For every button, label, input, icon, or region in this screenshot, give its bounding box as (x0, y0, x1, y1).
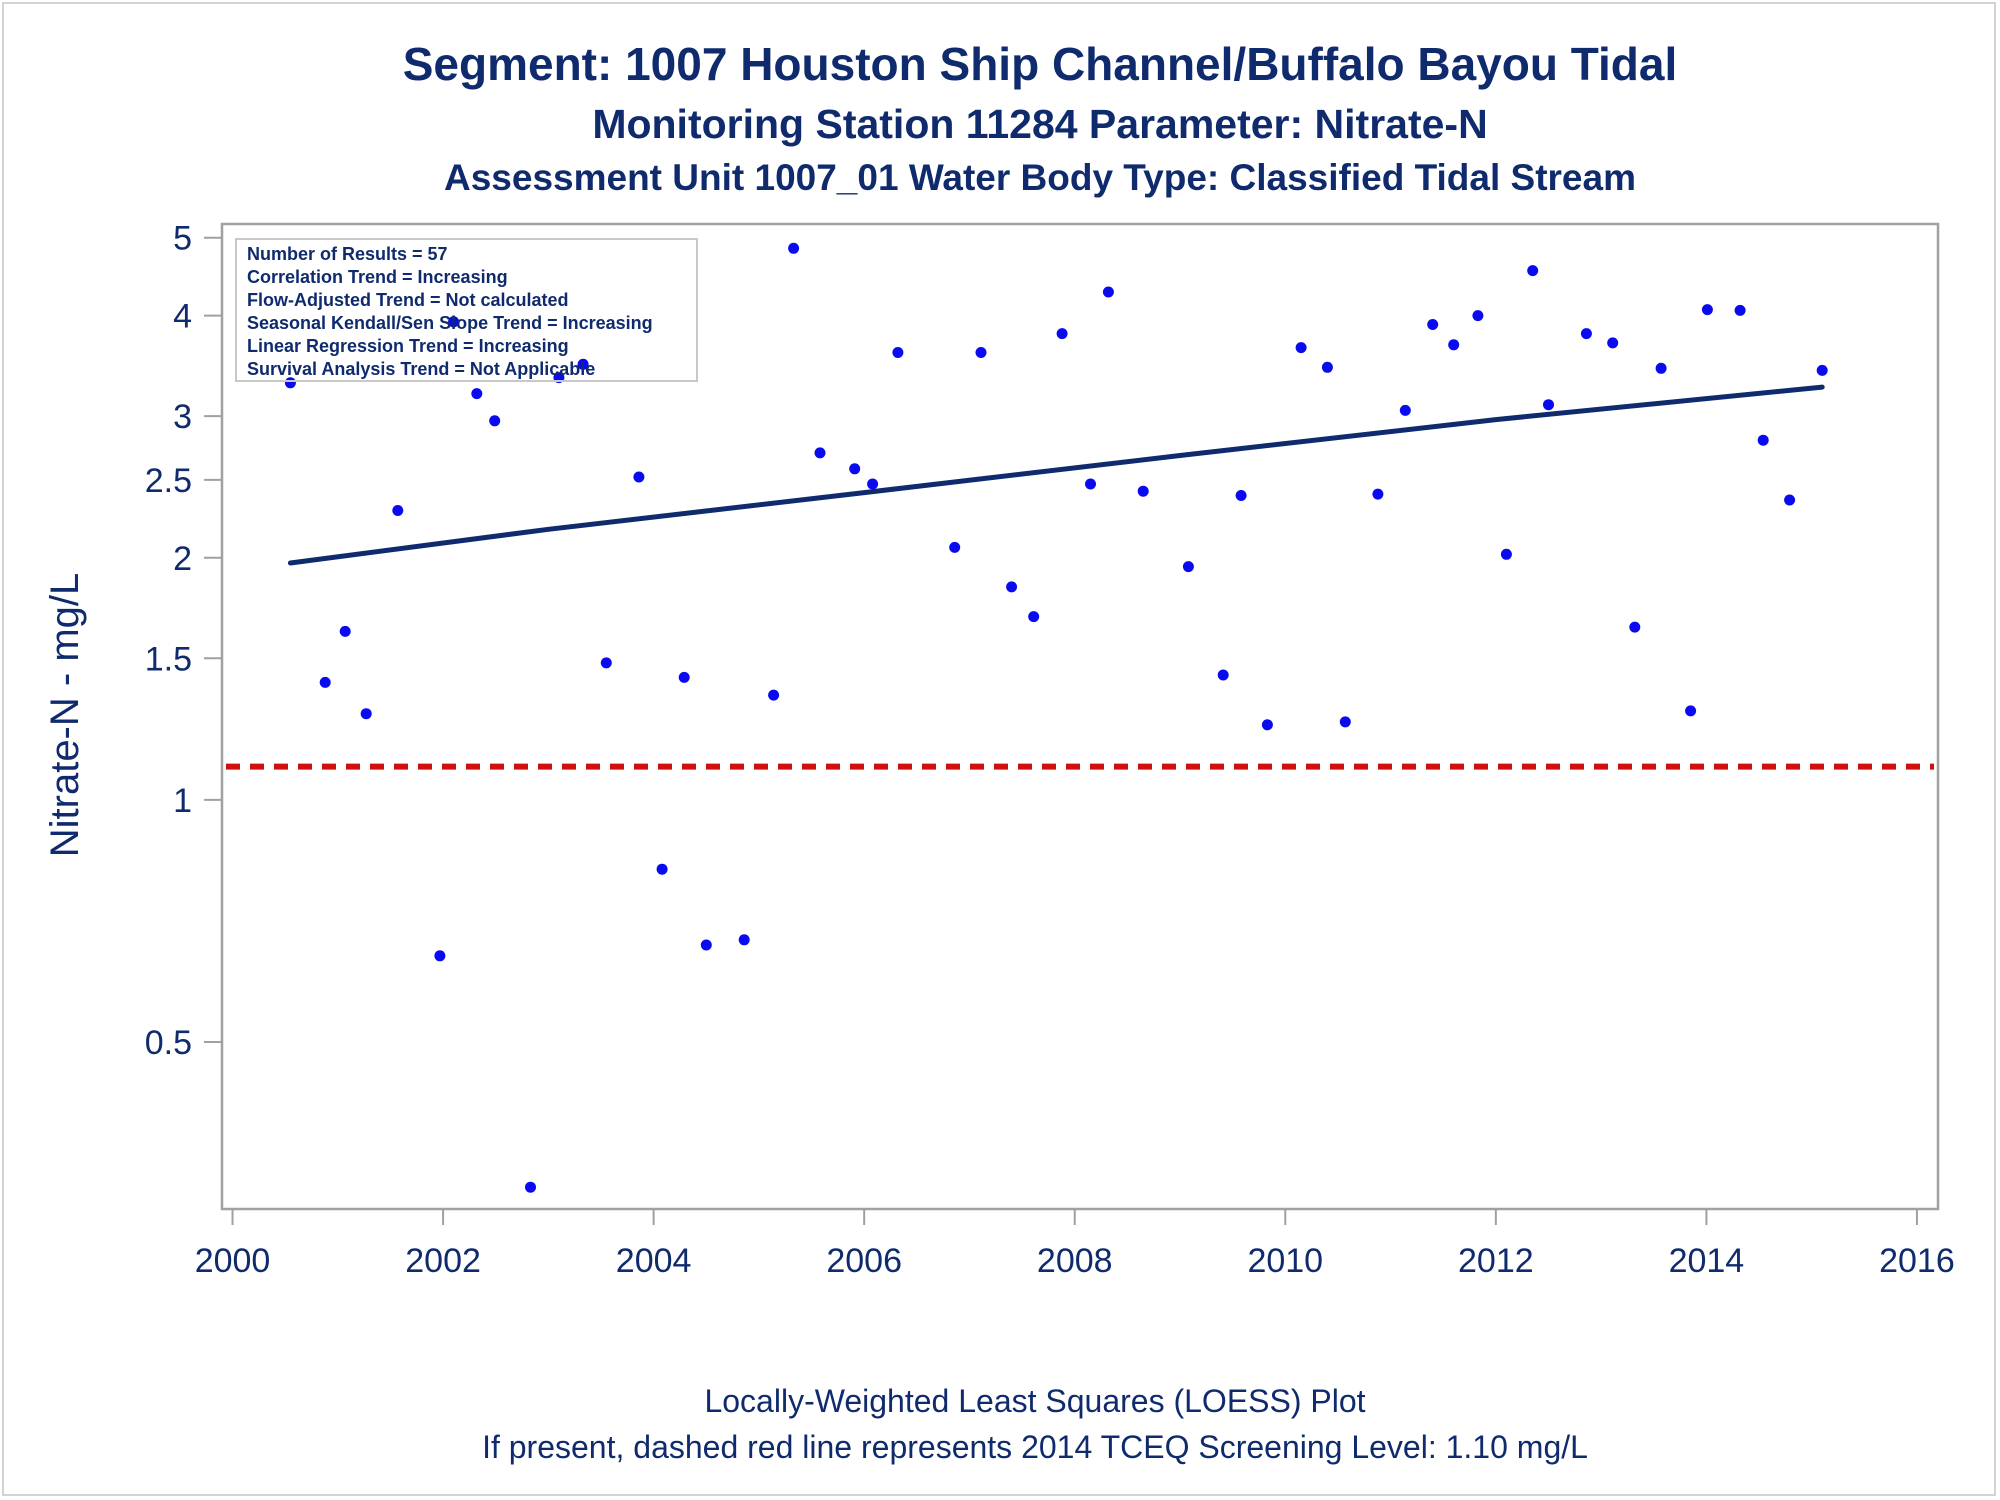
data-point (1655, 362, 1667, 374)
data-point (892, 347, 904, 358)
data-point (1472, 310, 1484, 322)
data-point (489, 415, 501, 427)
data-point (1182, 561, 1194, 573)
data-point (1006, 581, 1018, 593)
data-point (1427, 319, 1439, 330)
data-point (339, 625, 351, 637)
data-point (1816, 364, 1828, 376)
data-point (600, 657, 612, 669)
y-tick-label: 2 (173, 540, 192, 578)
data-point (1580, 328, 1592, 340)
data-point (633, 471, 645, 483)
x-tick-label: 2002 (405, 1242, 481, 1280)
data-point (1028, 611, 1040, 623)
inset-line-correlation: Correlation Trend = Increasing (247, 267, 508, 287)
y-tick-label: 1 (173, 782, 192, 820)
data-point (867, 478, 879, 490)
data-point (1261, 719, 1273, 731)
data-point (700, 939, 712, 951)
x-tick-label: 2008 (1037, 1242, 1113, 1280)
data-point (949, 541, 961, 553)
data-point (1685, 705, 1697, 717)
inset-line-linear-regression: Linear Regression Trend = Increasing (247, 336, 569, 356)
data-point (1102, 286, 1114, 298)
data-point (360, 708, 372, 720)
data-point (1527, 265, 1539, 277)
data-point (1137, 485, 1149, 497)
data-point (1056, 328, 1068, 340)
data-point (448, 316, 460, 328)
data-point (1085, 478, 1096, 490)
data-point (1500, 548, 1512, 560)
x-tick-label: 2012 (1458, 1242, 1534, 1280)
data-point (678, 671, 690, 683)
inset-line-seasonal-kendall: Seasonal Kendall/Sen Slope Trend = Incre… (247, 313, 653, 333)
plot-area: 0.5 1 1.5 2 2.5 3 4 5 2000 2002 2004 2006 2008 2010 20… (145, 220, 1955, 1280)
x-tick-label: 2000 (195, 1242, 271, 1280)
data-point (849, 463, 861, 475)
data-point (1448, 339, 1460, 351)
chart-subtitle-station: Monitoring Station 11284 Parameter: Nitr… (592, 101, 1487, 147)
data-point (788, 242, 800, 254)
data-point (319, 676, 331, 688)
inset-line-flow-adjusted: Flow-Adjusted Trend = Not calculated (247, 290, 569, 310)
y-tick-label: 4 (173, 298, 192, 336)
y-tick-label: 5 (173, 220, 192, 258)
data-point (1629, 621, 1641, 633)
data-point (1701, 304, 1713, 316)
data-point (1372, 488, 1384, 500)
x-tick-label: 2006 (826, 1242, 902, 1280)
x-tick-label: 2016 (1879, 1242, 1955, 1280)
data-point (738, 934, 750, 946)
data-point (814, 447, 826, 459)
inset-line-survival: Survival Analysis Trend = Not Applicable (247, 359, 595, 379)
y-axis-title: Nitrate-N - mg/L (43, 573, 87, 858)
data-point (1321, 361, 1333, 373)
data-point (656, 863, 668, 875)
data-point (1784, 494, 1796, 506)
data-point (1734, 304, 1746, 316)
data-point (768, 689, 780, 701)
inset-box (235, 238, 698, 382)
x-tick-label: 2010 (1247, 1242, 1323, 1280)
chart-title: Segment: 1007 Houston Ship Channel/Buffa… (403, 38, 1678, 90)
data-point (1295, 342, 1307, 354)
x-tick-label: 2004 (616, 1242, 692, 1280)
data-point (434, 950, 446, 962)
footnote-loess: Locally-Weighted Least Squares (LOESS) P… (704, 1383, 1365, 1419)
y-tick-label: 3 (173, 398, 192, 436)
footnote-screening: If present, dashed red line represents 2… (482, 1429, 1588, 1465)
y-tick-label: 2.5 (145, 462, 192, 500)
data-point (471, 388, 483, 400)
data-point (1217, 669, 1229, 681)
data-point (577, 358, 589, 370)
data-point (975, 347, 987, 358)
y-tick-label: 1.5 (145, 640, 192, 678)
plot-frame (220, 222, 1940, 1211)
x-tick-label: 2014 (1669, 1242, 1745, 1280)
y-tick-label: 0.5 (145, 1024, 192, 1062)
data-point (525, 1181, 536, 1193)
data-point (1757, 434, 1769, 446)
data-point (1399, 404, 1411, 416)
data-point (1543, 399, 1554, 411)
trend-line (287, 384, 1825, 566)
data-point (1607, 337, 1619, 349)
chart-subtitle-assessment: Assessment Unit 1007_01 Water Body Type:… (444, 157, 1636, 198)
inset-line-results: Number of Results = 57 (247, 244, 448, 264)
data-point (1235, 490, 1247, 501)
data-point (392, 505, 404, 516)
data-point (1339, 716, 1351, 728)
